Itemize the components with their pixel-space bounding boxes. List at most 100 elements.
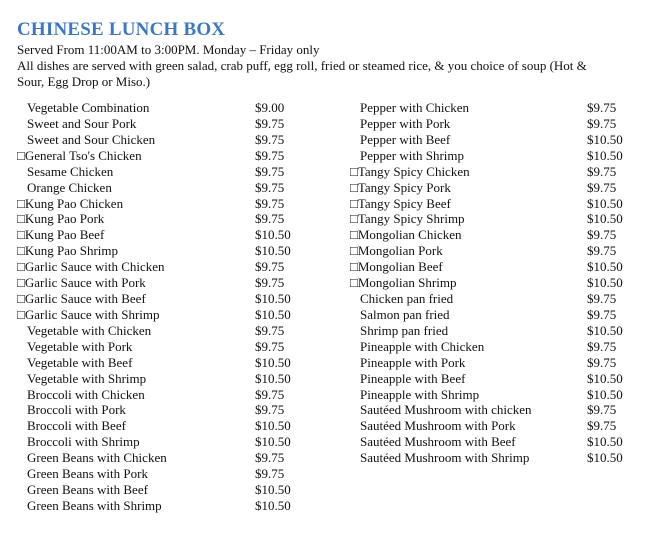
dish-name: Broccoli with Chicken (27, 386, 145, 402)
dish-price: $9.75 (587, 243, 617, 259)
dish-price: $10.50 (255, 418, 291, 434)
dish-name: Vegetable Combination (27, 100, 150, 115)
dish-name: Green Beans with Shrimp (27, 498, 162, 513)
dish-price: $9.75 (587, 115, 617, 131)
dish-name: Sautéed Mushroom with Shrimp (360, 450, 530, 466)
dish-price: $10.50 (255, 482, 291, 498)
menu-title: CHINESE LUNCH BOX (17, 19, 226, 40)
dish-price: $9.75 (587, 227, 617, 243)
dish-name: Orange Chicken (27, 179, 112, 195)
dish-price: $9.75 (587, 354, 617, 370)
dish-price: $9.75 (587, 402, 617, 418)
dish-name: Sweet and Sour Pork (27, 115, 137, 131)
dish-price: $10.50 (587, 370, 623, 386)
dish-name: Vegetable with Beef (27, 354, 133, 370)
dish-price: $9.75 (255, 131, 285, 147)
dish-price: $9.00 (255, 100, 285, 115)
dish-name: Vegetable with Pork (27, 338, 133, 354)
dish-price: $10.50 (587, 195, 623, 211)
dish-price: $9.75 (587, 163, 617, 179)
dish-price: $9.75 (255, 179, 285, 195)
dish-name: □Tangy Spicy Beef (350, 195, 451, 211)
dish-name: Shrimp pan fried (360, 322, 449, 338)
dish-name: □Kung Pao Pork (17, 211, 105, 227)
dish-price: $9.75 (255, 259, 285, 275)
dish-price: $9.75 (587, 418, 617, 434)
dish-price: $9.75 (587, 291, 617, 307)
dish-name: Sautéed Mushroom with Beef (360, 434, 516, 450)
dish-price: $9.75 (255, 147, 285, 163)
dish-name: Sautéed Mushroom with chicken (360, 402, 532, 418)
dish-price: $9.75 (587, 306, 617, 322)
dish-name: □General Tso's Chicken (17, 147, 142, 163)
dish-name: Pepper with Shrimp (360, 147, 464, 163)
subtitle-line: Sour, Egg Drop or Miso.) (17, 74, 151, 89)
subtitle-line: Served From 11:00AM to 3:00PM. Monday – … (17, 42, 320, 57)
dish-price: $10.50 (587, 386, 623, 402)
dish-price: $9.75 (255, 275, 285, 291)
dish-price: $10.50 (255, 306, 291, 322)
dish-price: $10.50 (255, 243, 291, 259)
dish-price: $10.50 (587, 450, 623, 466)
subtitle-line: All dishes are served with green salad, … (17, 58, 587, 73)
dish-name: Broccoli with Beef (27, 418, 126, 434)
dish-name: Pepper with Beef (360, 131, 451, 147)
dish-name: Chicken pan fried (360, 291, 454, 307)
dish-name: □Tangy Spicy Chicken (350, 163, 470, 179)
dish-price: $9.75 (255, 211, 285, 227)
dish-price: $10.50 (255, 370, 291, 386)
dish-name: □Kung Pao Chicken (17, 195, 124, 211)
dish-price: $9.75 (255, 115, 285, 131)
dish-name: □Mongolian Beef (350, 259, 443, 275)
dish-name: Pineapple with Beef (360, 370, 466, 386)
dish-name: □Garlic Sauce with Pork (17, 275, 146, 291)
dish-price: $9.75 (587, 338, 617, 354)
dish-price: $9.75 (255, 450, 285, 466)
dish-price: $9.75 (255, 386, 285, 402)
dish-name: Pineapple with Chicken (360, 338, 485, 354)
dish-price: $10.50 (255, 291, 291, 307)
dish-name: □Garlic Sauce with Shrimp (17, 306, 160, 322)
dish-name: Green Beans with Pork (27, 466, 148, 482)
dish-price: $9.75 (587, 179, 617, 195)
dish-name: Broccoli with Shrimp (27, 434, 140, 450)
dish-name: □Tangy Spicy Shrimp (350, 211, 465, 227)
dish-name: Salmon pan fried (360, 306, 450, 322)
dish-price: $10.50 (587, 322, 623, 338)
dish-name: □Tangy Spicy Pork (350, 179, 451, 195)
dish-price: $9.75 (255, 466, 285, 482)
dish-name: □Mongolian Pork (350, 243, 443, 259)
dish-price: $10.50 (255, 354, 291, 370)
dish-name: Broccoli with Pork (27, 402, 126, 418)
dish-price: $9.75 (587, 100, 617, 115)
dish-name: □Mongolian Chicken (350, 227, 462, 243)
dish-price: $10.50 (255, 434, 291, 450)
dish-price: $10.50 (587, 211, 623, 227)
dish-name: Pepper with Pork (360, 115, 451, 131)
dish-name: Pineapple with Shrimp (360, 386, 480, 402)
dish-name: Pepper with Chicken (360, 100, 470, 115)
dish-price: $9.75 (255, 338, 285, 354)
dish-price: $10.50 (255, 227, 291, 243)
dish-name: Sautéed Mushroom with Pork (360, 418, 516, 434)
dish-price: $9.75 (255, 195, 285, 211)
dish-name: Green Beans with Chicken (27, 450, 167, 466)
dish-name: □Kung Pao Shrimp (17, 243, 119, 259)
dish-name: □Kung Pao Beef (17, 227, 105, 243)
dish-price: $10.50 (587, 131, 623, 147)
dish-price: $10.50 (587, 434, 623, 450)
dish-name: Vegetable with Chicken (27, 322, 152, 338)
dish-name: Pineapple with Pork (360, 354, 466, 370)
dish-price: $10.50 (255, 498, 291, 513)
dish-name: Green Beans with Beef (27, 482, 148, 498)
dish-name: Sweet and Sour Chicken (27, 131, 156, 147)
dish-price: $10.50 (587, 259, 623, 275)
dish-price: $9.75 (255, 322, 285, 338)
dish-name: □Mongolian Shrimp (350, 275, 457, 291)
dish-price: $10.50 (587, 275, 623, 291)
dish-price: $9.75 (255, 163, 285, 179)
dish-price: $9.75 (255, 402, 285, 418)
dish-price: $10.50 (587, 147, 623, 163)
dish-name: Vegetable with Shrimp (27, 370, 147, 386)
